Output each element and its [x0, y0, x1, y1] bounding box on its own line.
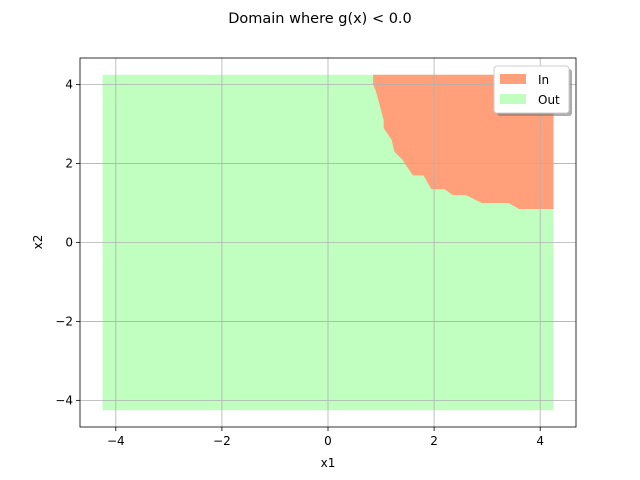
legend-label-in: In: [538, 73, 549, 87]
y-tick-label: −2: [55, 314, 73, 328]
x-tick-label: −4: [107, 434, 125, 448]
y-tick-label: 0: [65, 236, 73, 250]
legend-swatch-out: [500, 94, 526, 104]
y-tick-label: 2: [65, 157, 73, 171]
y-axis-label: x2: [31, 235, 45, 250]
axes: −4 −2 0 2 4 −4 −2 0 2 4: [55, 57, 577, 448]
legend: In Out: [493, 65, 572, 116]
x-tick-label: 0: [324, 434, 332, 448]
legend-swatch-in: [500, 74, 526, 84]
y-tick-label: −4: [55, 393, 73, 407]
legend-label-out: Out: [538, 93, 560, 107]
grid: [80, 58, 576, 427]
x-tick-label: −2: [213, 434, 231, 448]
y-tick-label: 4: [65, 78, 73, 92]
x-tick-label: 4: [536, 434, 544, 448]
x-axis-label: x1: [321, 456, 336, 470]
x-tick-label: 2: [430, 434, 438, 448]
chart-title: Domain where g(x) < 0.0: [228, 11, 412, 27]
